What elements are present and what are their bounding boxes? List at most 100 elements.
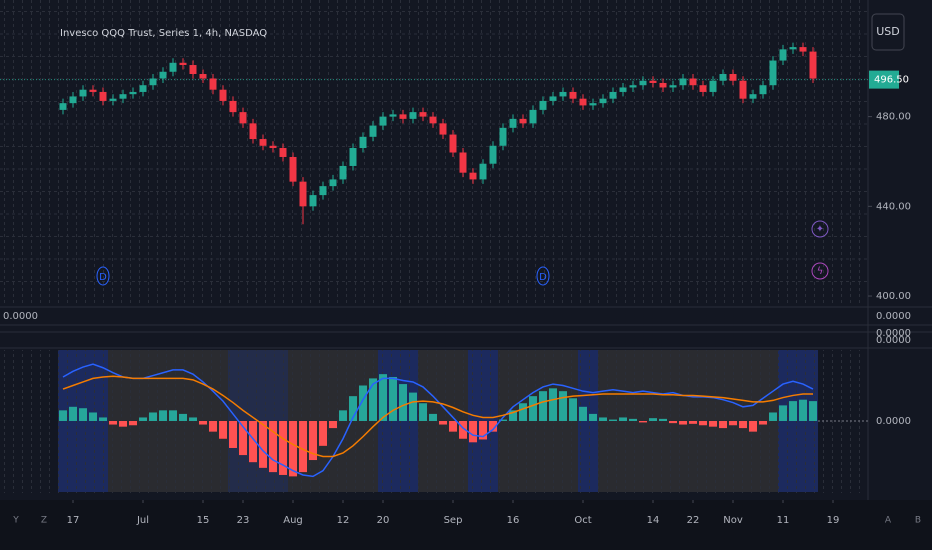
- histogram-bar: [429, 413, 437, 421]
- candle-body: [509, 118, 517, 128]
- x-tick-label: Oct: [574, 515, 591, 526]
- nav-button[interactable]: B: [915, 516, 921, 526]
- candle-body: [349, 148, 357, 166]
- candle-body: [379, 116, 387, 126]
- candle-body: [479, 163, 487, 180]
- candle-body: [719, 74, 727, 81]
- candle-body: [339, 165, 347, 180]
- histogram-bar: [69, 406, 77, 421]
- candle-body: [519, 118, 527, 124]
- nav-button[interactable]: Z: [41, 516, 47, 526]
- nav-button[interactable]: Y: [12, 516, 19, 526]
- histogram-bar: [289, 421, 297, 477]
- histogram-bar: [739, 421, 747, 429]
- candle-body: [569, 91, 577, 99]
- histogram-bar: [149, 412, 157, 421]
- histogram-bar: [399, 384, 407, 421]
- candle-body: [259, 139, 267, 146]
- candle-body: [679, 78, 687, 86]
- histogram-bar: [759, 421, 767, 425]
- candle-body: [329, 179, 337, 187]
- candle-body: [359, 136, 367, 149]
- side-icons: ✦ ϟ: [811, 220, 829, 280]
- candle-body: [619, 87, 627, 92]
- candle-body: [749, 94, 757, 99]
- histogram-bar: [179, 413, 187, 421]
- y-tick-label: 480.00: [876, 112, 911, 123]
- candle-body: [409, 112, 417, 119]
- candle-body: [289, 156, 297, 182]
- x-tick-label: Jul: [136, 515, 149, 526]
- histogram-bar: [249, 421, 257, 463]
- currency[interactable]: USD: [876, 25, 900, 38]
- pane-label-right: 0.0000: [876, 311, 911, 322]
- histogram-bar: [159, 410, 167, 421]
- histogram-bar: [329, 421, 337, 429]
- histogram-bar: [419, 403, 427, 421]
- candle-body: [659, 82, 667, 88]
- candle-body: [429, 116, 437, 124]
- histogram-bar: [349, 396, 357, 421]
- candle-body: [629, 85, 637, 88]
- candle-body: [459, 152, 467, 173]
- histogram-bar: [189, 417, 197, 421]
- candle-body: [539, 100, 547, 110]
- x-tick-label: 16: [507, 515, 520, 526]
- candle-body: [809, 51, 817, 79]
- histogram-bar: [279, 421, 287, 475]
- histogram-bar: [469, 421, 477, 443]
- histogram-bar: [269, 421, 277, 473]
- histogram-bar: [259, 421, 267, 468]
- currency-button[interactable]: [871, 13, 905, 51]
- x-tick-label: Sep: [444, 515, 463, 526]
- candle-body: [529, 109, 537, 124]
- candle-body: [319, 186, 327, 196]
- x-tick-label: 15: [197, 515, 210, 526]
- candle-body: [89, 89, 97, 92]
- x-tick-label: 22: [687, 515, 700, 526]
- candle-body: [159, 71, 167, 79]
- candle-body: [109, 98, 117, 101]
- candle-body: [729, 74, 737, 81]
- event-marker[interactable]: [96, 266, 110, 286]
- histogram-bar: [569, 398, 577, 421]
- histogram-bar: [89, 412, 97, 421]
- candle-body: [69, 96, 77, 104]
- candle-body: [769, 60, 777, 86]
- svg-text:ϟ: ϟ: [817, 266, 824, 277]
- candle-body: [99, 91, 107, 101]
- histogram-bar: [549, 388, 557, 421]
- x-tick-label: 19: [827, 515, 840, 526]
- candle-body: [759, 85, 767, 95]
- y-tick-label: 0.0000: [876, 416, 911, 427]
- candle-body: [489, 145, 497, 164]
- event-label: D: [99, 272, 107, 283]
- histogram-bar: [639, 421, 647, 423]
- candle-body: [189, 65, 197, 75]
- x-tick-label: 23: [237, 515, 250, 526]
- histogram-bar: [529, 396, 537, 421]
- histogram-bar: [439, 421, 447, 425]
- nav-button[interactable]: A: [885, 516, 892, 526]
- candle-body: [559, 91, 567, 97]
- candle-body: [169, 62, 177, 72]
- histogram-bar: [649, 418, 657, 421]
- last-price-tag: [869, 70, 899, 89]
- histogram-bar: [79, 408, 87, 421]
- candle-body: [799, 47, 807, 52]
- candle-body: [209, 78, 217, 90]
- histogram-bar: [749, 421, 757, 432]
- candle-body: [79, 89, 87, 97]
- histogram-bar: [679, 421, 687, 425]
- candle-body: [309, 195, 317, 207]
- histogram-bar: [789, 401, 797, 421]
- histogram-bar: [119, 421, 127, 427]
- candle-body: [549, 96, 557, 101]
- histogram-bar: [339, 410, 347, 421]
- event-label: D: [539, 272, 547, 283]
- candle-body: [199, 74, 207, 79]
- candle-body: [139, 85, 147, 92]
- candle-body: [389, 114, 397, 117]
- histogram-bar: [499, 419, 507, 421]
- event-marker[interactable]: [536, 266, 550, 286]
